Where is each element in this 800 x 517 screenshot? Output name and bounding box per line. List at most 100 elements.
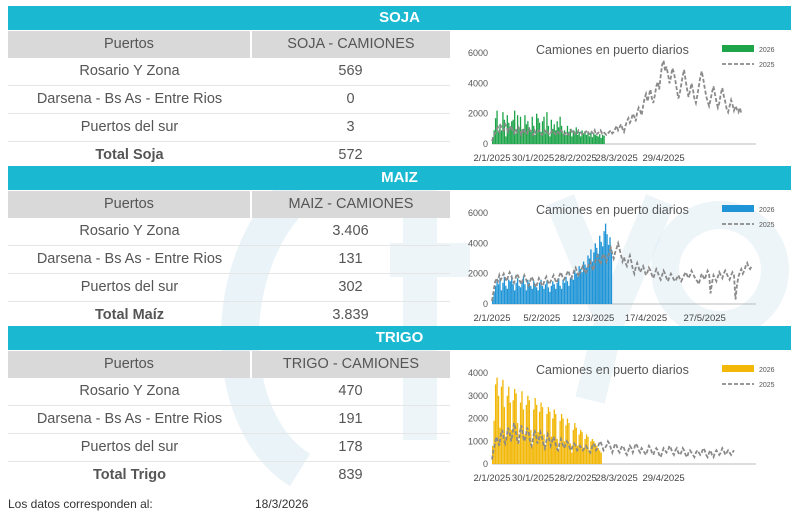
- col-camiones: TRIGO - CAMIONES: [282, 356, 420, 372]
- bar-2026: [537, 432, 539, 464]
- y-tick-label: 0: [483, 139, 488, 149]
- bar-2026: [506, 395, 508, 464]
- bar-2026: [593, 441, 595, 464]
- bar-2026: [536, 287, 538, 304]
- bar-2026: [593, 133, 595, 144]
- bar-2026: [606, 234, 608, 304]
- x-tick-label: 27/5/2025: [684, 313, 726, 324]
- chart-svg: 0 2000 4000 6000 2/1/2025 5/2/2025 12/3/2025 17…: [468, 203, 775, 324]
- series-line-2025: [491, 422, 735, 460]
- table-row: Puertos del sur 3: [8, 114, 450, 142]
- bar-2026: [538, 282, 541, 304]
- row-value: 3.406: [332, 223, 369, 239]
- bar-2026: [562, 418, 564, 464]
- total-row: Total Soja 572: [8, 142, 450, 169]
- bar-2026: [493, 420, 495, 464]
- bar-2026: [538, 122, 541, 144]
- bar-2026: [603, 231, 605, 304]
- bar-2026: [581, 432, 583, 464]
- bar-2026: [534, 284, 536, 304]
- col-puertos: Puertos: [8, 191, 252, 218]
- chart-maiz: 0 2000 4000 6000 2/1/2025 5/2/2025 12/3/2025 17…: [462, 197, 792, 326]
- table-header: Puertos SOJA - CAMIONES: [8, 31, 450, 58]
- bar-2026: [502, 112, 504, 144]
- row-label: Darsena - Bs As - Entre Rios: [36, 251, 223, 267]
- bar-2026: [584, 131, 586, 144]
- bar-2026: [584, 264, 586, 304]
- bar-2026: [522, 276, 525, 304]
- bar-2026: [581, 130, 583, 144]
- bar-2026: [530, 429, 532, 464]
- row-value: 3: [346, 119, 355, 135]
- bar-2026: [499, 124, 501, 144]
- bar-2026: [528, 127, 530, 144]
- bar-2026: [580, 269, 582, 304]
- bar-2026: [574, 270, 576, 304]
- bar-2026: [575, 127, 577, 144]
- bar-2026: [596, 247, 598, 304]
- bar-2026: [562, 133, 564, 144]
- table-row: Rosario Y Zona 470: [8, 378, 450, 406]
- table-row: Puertos del sur 302: [8, 274, 450, 302]
- row-value: 0: [346, 91, 355, 107]
- bar-2026: [497, 395, 500, 464]
- col-puertos: Puertos: [8, 351, 252, 378]
- bar-2026: [563, 282, 566, 304]
- bar-2026: [588, 136, 591, 144]
- bar-2026: [505, 136, 507, 144]
- bar-2026: [609, 237, 611, 304]
- y-tick-label: 6000: [468, 48, 488, 58]
- bar-2026: [531, 445, 533, 464]
- y-tick-label: 0: [483, 459, 488, 469]
- bar-2026: [543, 434, 545, 464]
- y-tick-label: 6000: [468, 208, 488, 218]
- bar-2026: [578, 434, 580, 464]
- bar-2026: [524, 434, 526, 464]
- row-label: Rosario Y Zona: [79, 383, 180, 399]
- bar-2026: [596, 135, 598, 144]
- bar-2026: [556, 438, 558, 464]
- bar-2026: [541, 407, 544, 464]
- bar-2026: [559, 285, 561, 304]
- total-label: Total Soja: [95, 147, 164, 163]
- y-tick-label: 4000: [468, 78, 488, 88]
- x-tick-label: 28/2/2025: [554, 473, 596, 484]
- bar-2026: [572, 429, 574, 464]
- total-row: Total Maíz 3.839: [8, 302, 450, 329]
- bar-2026: [610, 249, 613, 304]
- bar-2026: [525, 124, 528, 144]
- table-row: Rosario Y Zona 3.406: [8, 218, 450, 246]
- y-tick-label: 3000: [468, 391, 488, 401]
- total-value: 839: [338, 467, 363, 483]
- x-tick-label: 2/1/2025: [474, 313, 511, 324]
- bar-2026: [519, 402, 522, 464]
- bar-2026: [600, 452, 602, 464]
- bar-2026: [552, 128, 554, 144]
- bar-2026: [524, 115, 526, 144]
- legend-swatch-2026: [722, 205, 754, 212]
- row-value: 470: [338, 383, 363, 399]
- bar-2026: [512, 284, 514, 304]
- bar-2026: [497, 284, 500, 304]
- bar-2026: [588, 450, 591, 464]
- table-row: Darsena - Bs As - Entre Rios 131: [8, 246, 450, 274]
- legend-swatch-2026: [722, 365, 754, 372]
- y-tick-label: 2000: [468, 109, 488, 119]
- bar-2026: [558, 127, 560, 144]
- bar-2026: [559, 420, 561, 464]
- bar-2026: [496, 281, 498, 304]
- bar-2026: [496, 377, 498, 464]
- bar-2026: [571, 452, 573, 464]
- bar-2026: [525, 290, 528, 304]
- legend-label-2026: 2026: [759, 47, 775, 54]
- bar-2026: [515, 133, 517, 144]
- table-maiz: Puertos MAIZ - CAMIONES Rosario Y Zona 3…: [8, 191, 450, 329]
- bar-2026: [575, 273, 577, 304]
- bar-2026: [543, 288, 545, 304]
- bar-2026: [565, 134, 567, 144]
- bar-2026: [603, 135, 605, 144]
- bar-2026: [562, 279, 564, 304]
- y-tick-label: 2000: [468, 414, 488, 424]
- row-value: 131: [338, 251, 363, 267]
